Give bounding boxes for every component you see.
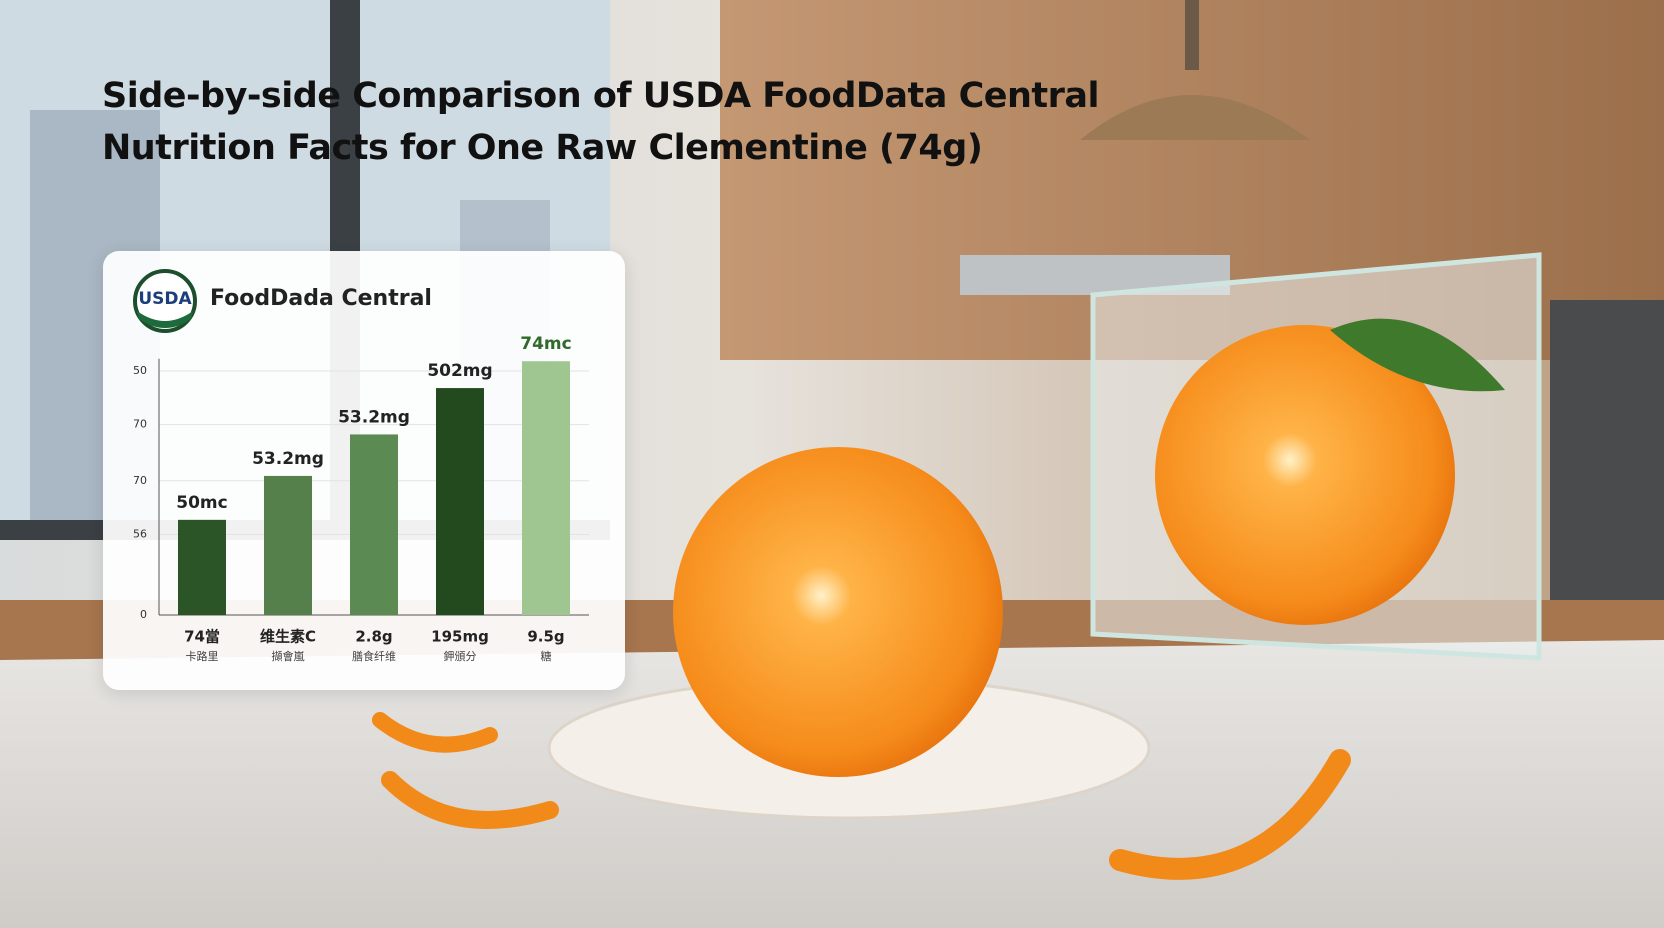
x-tick-label: 195mg bbox=[431, 628, 489, 646]
bar bbox=[436, 388, 484, 615]
bar bbox=[178, 519, 226, 615]
y-tick-label: 70 bbox=[133, 474, 147, 487]
x-tick-sublabel: 鉀頒分 bbox=[444, 649, 477, 663]
page-title: Side-by-side Comparison of USDA FoodData… bbox=[102, 76, 1100, 168]
bar-label: 50mc bbox=[176, 493, 227, 513]
x-tick-label: 9.5g bbox=[527, 628, 564, 646]
x-tick-label: 2.8g bbox=[355, 628, 392, 646]
x-tick-sublabel: 擷會嵐 bbox=[272, 649, 305, 663]
source-name: FoodDada Central bbox=[210, 286, 432, 311]
x-tick-label: 维生素C bbox=[260, 628, 316, 646]
bar bbox=[350, 434, 398, 615]
logo-swoosh bbox=[137, 311, 193, 328]
bar bbox=[264, 475, 312, 615]
y-tick-label: 50 bbox=[133, 364, 147, 377]
bar-label: 74mc bbox=[520, 334, 571, 354]
bar bbox=[522, 361, 570, 615]
x-tick-sublabel: 卡路里 bbox=[186, 650, 219, 663]
y-tick-label: 56 bbox=[133, 527, 147, 540]
logo-text: USDA bbox=[138, 289, 192, 309]
chart-card: USDA FoodDada Central 0 56 70 70 50 74當卡路里 50m… bbox=[103, 251, 625, 690]
y-tick-label: 0 bbox=[140, 608, 147, 621]
bar-label: 53.2mg bbox=[338, 407, 410, 427]
x-tick-label: 74當 bbox=[184, 628, 220, 646]
x-tick-sublabel: 糖 bbox=[541, 649, 552, 663]
x-tick-sublabel: 膳食纤维 bbox=[352, 649, 396, 663]
bar-label: 502mg bbox=[427, 361, 492, 381]
bar-label: 53.2mg bbox=[252, 449, 324, 469]
y-tick-label: 70 bbox=[133, 418, 147, 431]
logo-ring bbox=[133, 269, 197, 333]
